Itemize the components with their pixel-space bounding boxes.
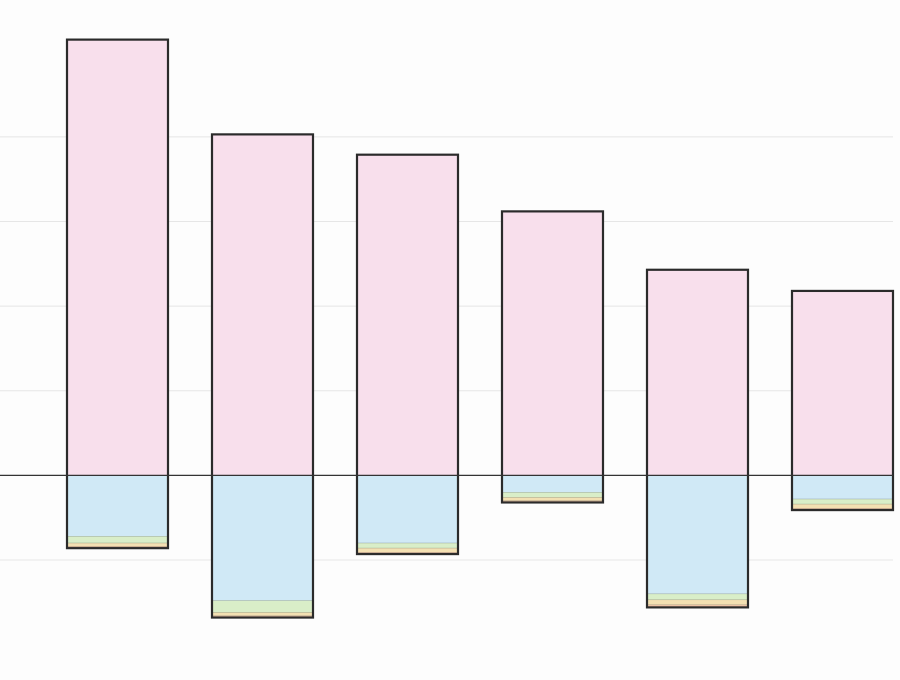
bar-segment-0-1 [66,475,169,537]
bar-segment-2-2 [356,542,459,549]
bar-segment-3-2 [501,492,604,498]
bar-segment-2-0 [356,154,459,476]
bar-segment-4-1 [646,475,749,595]
bar-segment-2-1 [356,475,459,544]
bar-segment-3-0 [501,211,604,476]
bar-segment-4-2 [646,593,749,601]
bar-segment-4-3 [646,599,749,606]
bar-outline-2 [355,153,460,556]
bar-segment-5-3 [791,503,894,509]
bar-segment-3-3 [501,497,604,502]
bar-segment-5-2 [791,498,894,505]
bar-outline-4 [645,268,750,609]
bar-outline-0 [65,38,170,550]
bar-segment-5-1 [791,475,894,500]
bar-outline-5 [790,289,895,512]
bar-segment-5-0 [791,290,894,476]
bar-segment-2-3 [356,547,459,553]
bar-segment-1-1 [211,475,314,601]
bar-segment-1-2 [211,600,314,613]
bars [66,39,894,618]
bar-segment-0-2 [66,536,169,544]
bar-segment-0-3 [66,542,169,547]
bar-segment-1-0 [211,134,314,476]
bar-outline-1 [210,133,315,619]
bar-segment-0-0 [66,39,169,476]
bar-segment-3-1 [501,475,604,493]
bar-segment-4-0 [646,269,749,476]
bar-outline-3 [500,210,605,504]
bar-segment-1-3 [211,612,314,617]
bar-outlines [65,38,895,619]
